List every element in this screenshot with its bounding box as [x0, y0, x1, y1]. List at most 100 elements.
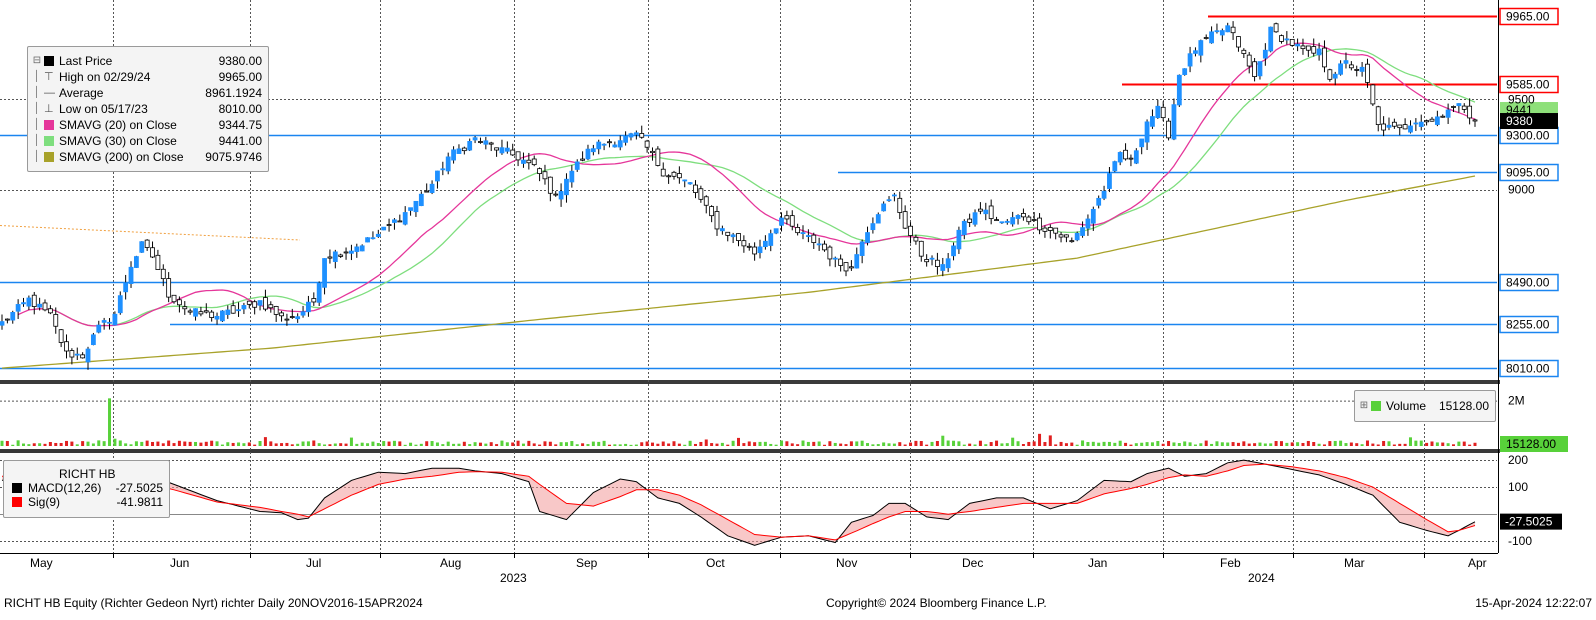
volume-bar	[844, 444, 848, 446]
expand-icon[interactable]: ⊞	[1359, 400, 1369, 411]
candle-body	[1133, 150, 1139, 164]
candle-body	[354, 246, 360, 252]
candle-body	[682, 179, 688, 182]
volume-bar	[828, 441, 832, 446]
volume-bar	[1199, 443, 1203, 446]
volume-bar	[607, 444, 611, 446]
high-icon: ⊤	[44, 71, 54, 83]
candle-body	[967, 218, 973, 223]
volume-bar	[484, 443, 488, 446]
volume-bar	[753, 442, 757, 446]
volume-bar	[941, 435, 945, 446]
volume-bar	[1134, 443, 1138, 446]
price-legend-value: 9965.00	[218, 70, 262, 84]
volume-bar	[516, 440, 520, 446]
month-label: Jan	[1088, 556, 1107, 570]
volume-bar	[102, 441, 106, 446]
price-legend-row: │ SMAVG (20) on Close 9344.75	[28, 117, 268, 133]
volume-bar	[1398, 443, 1402, 446]
candle-body	[1322, 47, 1327, 68]
candle-body	[870, 223, 876, 231]
volume-bar	[656, 443, 660, 446]
macd-tick-label: 100	[1508, 480, 1528, 494]
volume-bar	[1274, 441, 1278, 446]
candle-body	[1209, 31, 1214, 44]
trend-line	[0, 225, 301, 241]
volume-bar	[1038, 433, 1042, 446]
volume-bar	[726, 444, 730, 446]
volume-bar	[801, 440, 805, 446]
price-legend-row: │ ⊥ Low on 05/17/23 8010.00	[28, 101, 268, 117]
volume-bar	[919, 441, 923, 446]
candle-body	[1316, 48, 1322, 56]
candle-body	[1198, 40, 1204, 56]
average-icon: —	[44, 87, 55, 99]
candle-body	[1268, 26, 1274, 52]
candle-body	[1279, 35, 1284, 42]
volume-bar	[360, 442, 364, 446]
candle-body	[429, 183, 435, 193]
volume-bar	[1016, 441, 1020, 446]
candle-body	[15, 304, 21, 312]
volume-bar	[855, 441, 859, 446]
volume-bar	[1365, 440, 1369, 446]
price-legend-value: 8961.1924	[205, 86, 262, 100]
volume-bar	[1247, 443, 1251, 446]
candle-body	[58, 329, 64, 343]
volume-bar	[97, 440, 101, 446]
volume-bar	[188, 441, 192, 446]
volume-bar	[242, 443, 246, 446]
macd-line	[1, 459, 1476, 546]
volume-bar	[274, 443, 278, 446]
volume-bar	[1360, 444, 1364, 446]
candle-body	[843, 262, 849, 272]
candle-body	[69, 350, 75, 358]
candle-body	[762, 240, 768, 248]
candle-body	[617, 140, 623, 148]
candle-body	[1451, 106, 1456, 108]
volume-bar	[323, 444, 327, 446]
panel-divider	[0, 380, 1500, 384]
candle-body	[193, 308, 198, 317]
candle-body	[1434, 116, 1440, 125]
candle-body	[531, 158, 537, 166]
candle-body	[940, 264, 946, 271]
candle-body	[478, 141, 483, 143]
candle-body	[187, 310, 193, 313]
volume-bar	[1435, 442, 1439, 446]
candle-body	[1236, 36, 1241, 48]
candle-body	[1300, 45, 1306, 50]
volume-bar	[1322, 444, 1326, 446]
volume-bar	[715, 443, 719, 446]
volume-bar	[543, 441, 547, 446]
volume-bar	[1408, 437, 1412, 446]
volume-bar	[38, 443, 42, 446]
volume-bar	[968, 443, 972, 446]
candle-body	[1021, 213, 1026, 218]
volume-bar	[1172, 442, 1176, 446]
volume-bar	[1425, 442, 1429, 446]
candle-body	[1257, 61, 1263, 77]
candle-body	[1295, 43, 1300, 47]
candle-body	[456, 148, 462, 154]
price-legend-value: 9344.75	[218, 118, 262, 132]
candle-body	[488, 142, 494, 145]
level-tag-box	[1499, 273, 1559, 292]
candle-body	[338, 254, 344, 257]
volume-bar	[559, 442, 563, 446]
volume-bar	[1441, 442, 1445, 446]
candle-body	[1338, 63, 1344, 75]
volume-bar	[812, 441, 816, 446]
volume-bar	[1070, 442, 1074, 446]
candle-body	[273, 306, 279, 315]
volume-bar	[172, 443, 176, 446]
candle-body	[736, 233, 741, 241]
volume-bar	[478, 442, 482, 446]
collapse-icon[interactable]: ⊟	[32, 55, 42, 66]
candle-body	[623, 135, 629, 143]
candle-body	[1246, 54, 1252, 67]
candle-body	[590, 148, 596, 153]
volume-bars	[0, 398, 1477, 446]
price-legend-value: 9441.00	[218, 134, 262, 148]
low-icon: ⊥	[44, 103, 54, 115]
